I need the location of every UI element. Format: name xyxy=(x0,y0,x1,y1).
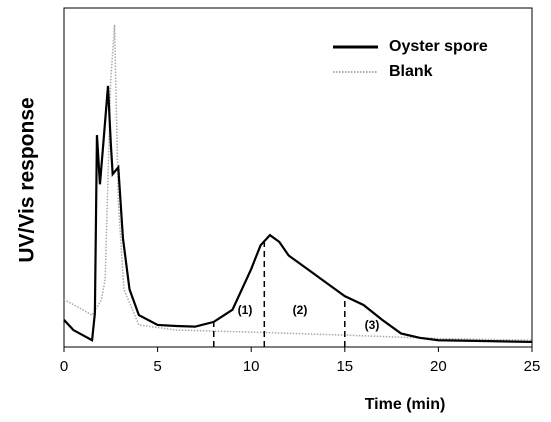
x-tick-label: 5 xyxy=(153,358,161,375)
x-tick-label: 25 xyxy=(524,358,541,375)
x-tick-label: 10 xyxy=(243,358,260,375)
legend-label: Oyster spore xyxy=(389,38,488,55)
x-tick-label: 0 xyxy=(60,358,68,375)
x-tick-label: 15 xyxy=(336,358,353,375)
legend-label: Blank xyxy=(389,63,433,80)
annotation: (2) xyxy=(293,303,308,317)
series-line xyxy=(63,85,533,344)
series-line xyxy=(63,24,533,341)
annotation: (3) xyxy=(365,318,380,332)
y-axis-label: UV/Vis response xyxy=(16,97,39,262)
annotation: (1) xyxy=(238,303,253,317)
x-tick-label: 20 xyxy=(430,358,447,375)
plot-frame xyxy=(63,7,533,348)
x-axis-label: Time (min) xyxy=(365,396,446,413)
